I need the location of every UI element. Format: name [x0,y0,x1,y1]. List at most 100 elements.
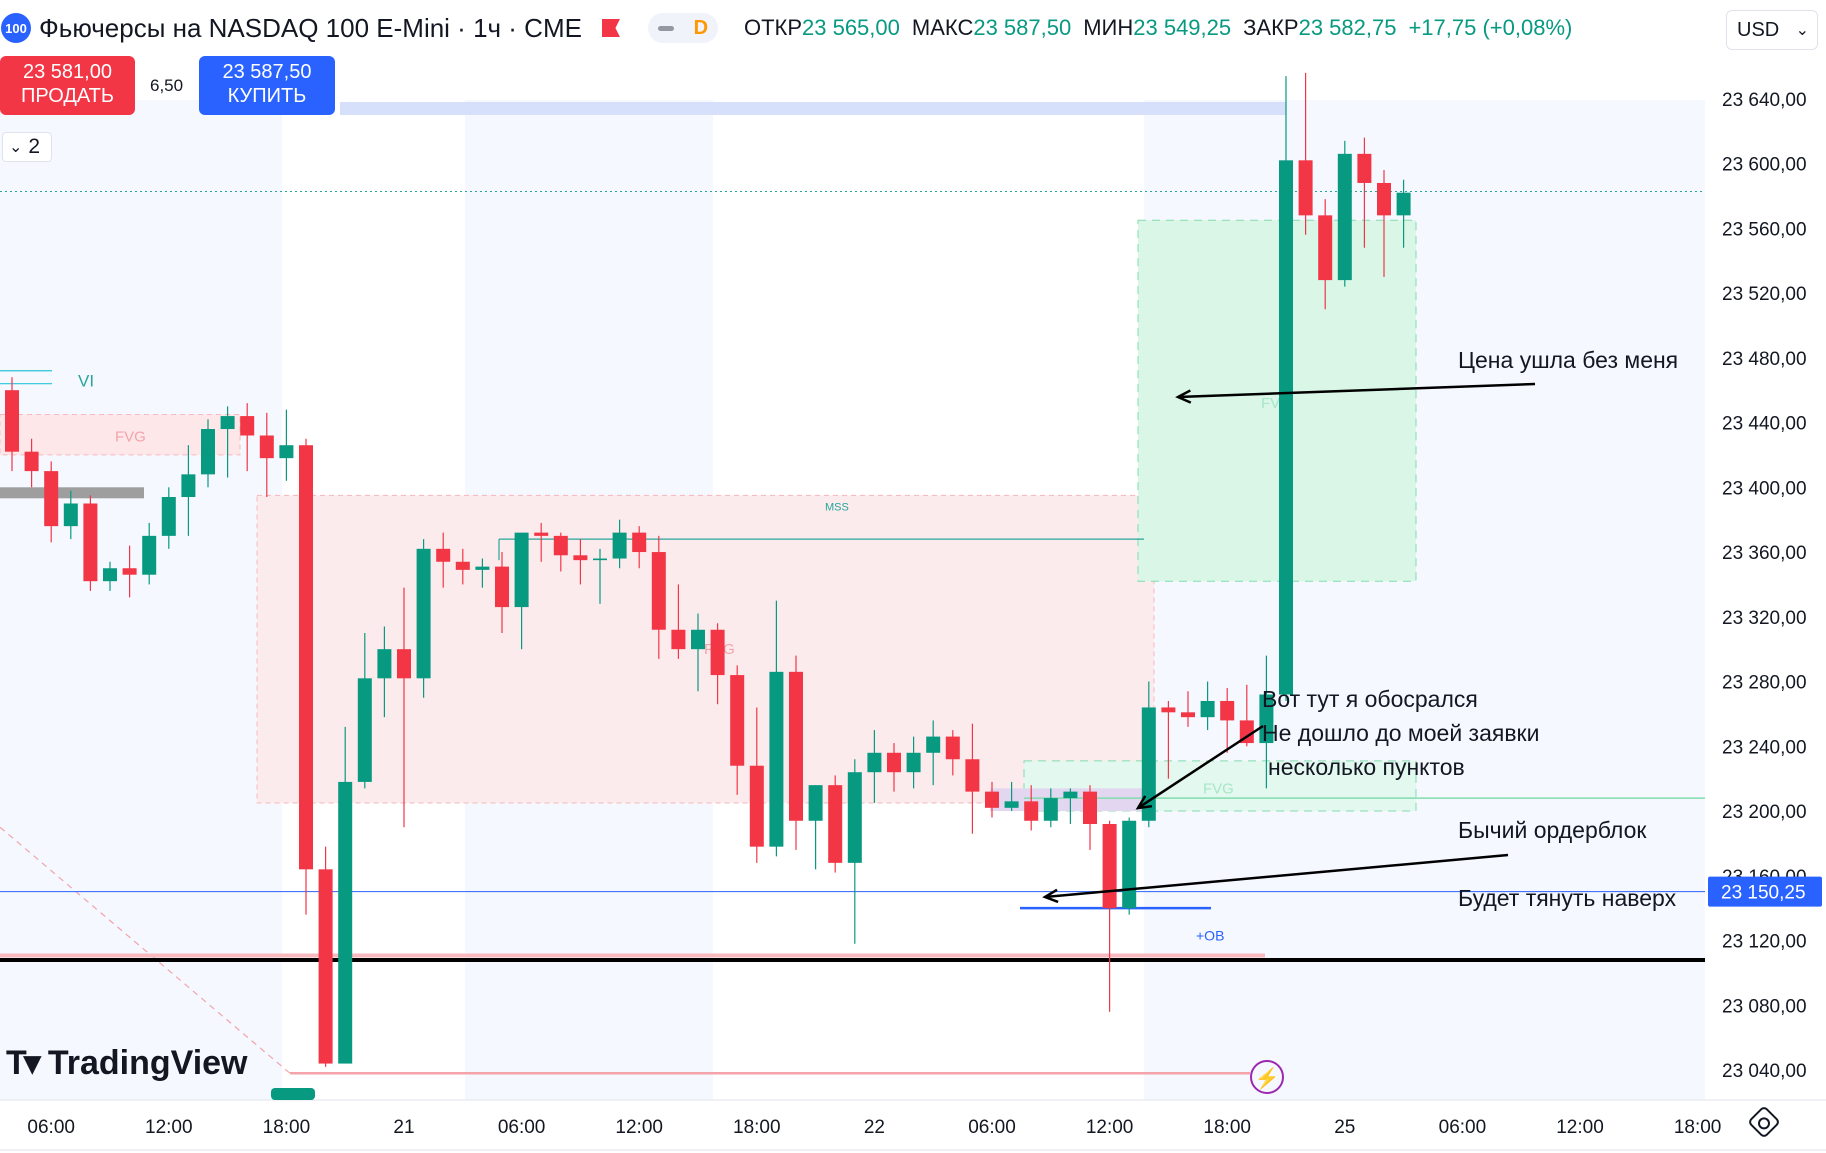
candle-body [573,555,588,561]
candle-body [789,671,803,821]
current-price-badge [1708,876,1822,907]
candle-body [377,649,392,679]
candle-body [259,435,274,459]
time-tick-label: 06:00 [27,1117,75,1138]
fvg-label: FVG [1203,780,1234,797]
symbol-logo-icon: 100 [1,13,31,43]
ohlc-low-label: МИН [1083,15,1134,40]
candle-body [63,503,78,527]
time-tick-label: 06:00 [498,1117,546,1138]
candle-body [1357,153,1372,183]
candle-body [181,474,196,498]
price-tick-label: 23 240,00 [1722,737,1807,758]
time-marker [271,1088,315,1100]
candle-body [1004,801,1019,808]
fvg-label: FVG [115,429,146,446]
trend-line [0,826,291,1074]
candle-body [1396,192,1411,216]
candle-body [1318,215,1333,281]
candle-body [338,781,353,1064]
ohlc-high-label: МАКС [911,15,974,40]
price-tick-label: 23 560,00 [1722,219,1807,240]
annotation-text: Бычий ордерблок [1458,817,1647,843]
candle-body [1239,720,1254,744]
ohlc-high-value: 23 587,50 [973,15,1072,40]
time-tick-label: 06:00 [1439,1117,1487,1138]
time-tick-label: 25 [1334,1117,1355,1138]
symbol-header: 100 Фьючерсы на NASDAQ 100 E-Mini · 1ч ·… [0,8,1572,48]
sell-price: 23 581,00 [23,61,112,83]
arrowhead [1135,795,1153,810]
spread-value: 6,50 [150,76,184,95]
candle-body [769,671,784,847]
price-tick-label: 23 280,00 [1722,673,1807,694]
ohlc-low-value: 23 549,25 [1133,15,1232,40]
symbol-title[interactable]: Фьючерсы на NASDAQ 100 E-Mini · 1ч · CME [39,12,582,43]
candle-body [83,503,98,582]
candle-body [808,785,823,821]
candle-body [710,629,725,676]
currency-select[interactable]: USD ⌄ [1726,10,1818,50]
chevron-down-icon: ⌄ [1795,22,1809,39]
candle-body [553,535,568,556]
candle-body [1298,160,1313,216]
candle-body [1083,791,1097,824]
price-tick-label: 23 440,00 [1722,414,1807,435]
buy-label: КУПИТЬ [227,85,307,107]
orderblock-label: +OB [1196,928,1224,944]
candle-body [416,548,431,679]
session-background [0,100,282,1100]
mss-label: MSS [825,502,849,514]
candle-body [651,552,666,630]
candle-body [1200,700,1215,718]
time-tick-label: 21 [393,1117,414,1138]
candle-body [1279,160,1293,695]
candle-body [495,566,509,608]
candle-body [887,752,901,773]
time-tick-label: 06:00 [968,1117,1016,1138]
candle-body [475,566,490,570]
tradingview-logo[interactable]: T▾ TradingView [6,1043,248,1083]
candle-body [161,497,176,536]
indicators-toggle[interactable]: ⌄ 2 [2,132,52,162]
candle-body [455,561,470,570]
buy-button[interactable]: 23 587,50 КУПИТЬ [199,56,335,115]
market-status-pill[interactable]: D [647,13,718,43]
price-axis [1705,0,1826,1153]
fvg-zone [0,413,241,456]
candle-body [612,532,627,559]
delayed-indicator: D [693,16,709,39]
candle-body [201,429,215,475]
price-tick-label: 23 040,00 [1722,1061,1807,1082]
candle-body [1063,791,1078,799]
annotation-text: несколько пунктов [1268,754,1465,780]
lightning-icon[interactable]: ⚡ [1250,1060,1284,1094]
candle-body [279,445,294,459]
ohlc-close-value: 23 582,75 [1298,15,1397,40]
sell-button[interactable]: 23 581,00 ПРОДАТЬ [0,56,135,115]
arrowhead [1042,888,1059,904]
candle-body [1024,801,1039,821]
ohlc-open-label: ОТКР [743,15,802,40]
annotation-text: Вот тут я обосрался [1262,686,1478,712]
red-level-band [0,953,1265,958]
ohlc-change: +17,75 (+0,08%) [1408,15,1573,40]
candle-body [847,772,862,863]
supply-zone [340,102,1286,115]
ohlc-values: ОТКР23 565,00 МАКС23 587,50 МИН23 549,25… [744,15,1572,41]
candle-body [945,736,960,760]
flag-icon[interactable] [601,19,620,37]
indicators-count: 2 [28,135,41,158]
candle-body [5,390,19,452]
candle-body [1043,798,1058,821]
time-tick-label: 12:00 [615,1117,663,1138]
time-tick-label: 22 [864,1117,885,1138]
vi-label: VI [78,371,94,390]
candle-body [671,629,686,650]
time-tick-label: 18:00 [733,1117,781,1138]
candle-body [240,416,255,436]
candle-body [1220,700,1235,721]
price-tick-label: 23 640,00 [1722,90,1807,111]
candle-body [122,568,137,575]
